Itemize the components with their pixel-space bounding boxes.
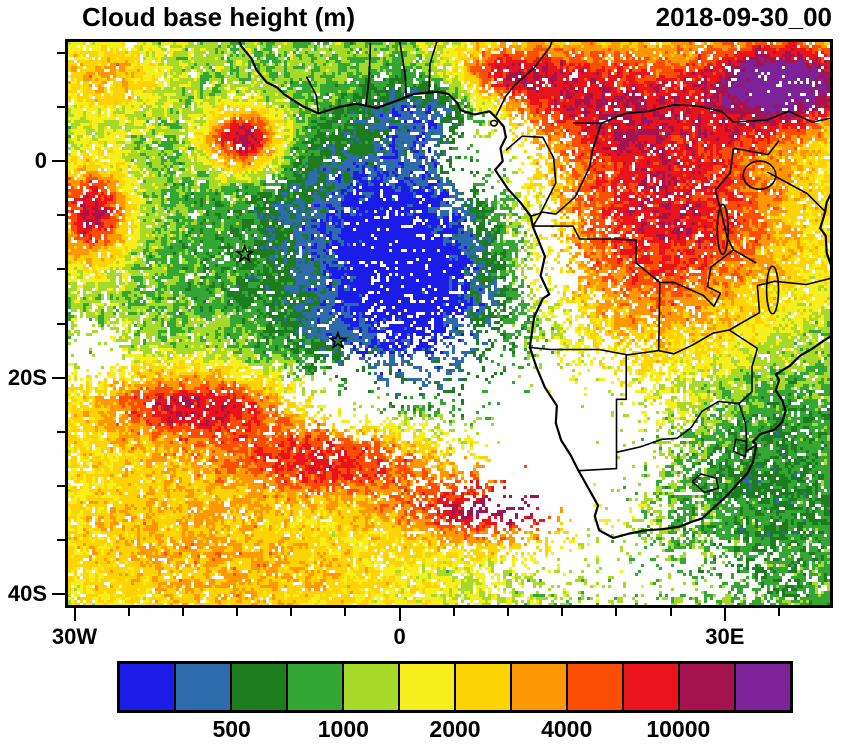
border-path-6 <box>738 403 757 453</box>
border-path-24 <box>732 438 748 458</box>
y-major-tick <box>52 376 65 379</box>
colorbar-box-1 <box>176 664 232 710</box>
border-path-20 <box>532 122 603 227</box>
y-minor-tick <box>57 484 65 487</box>
cloud-field-canvas <box>68 42 830 605</box>
x-minor-tick <box>507 608 510 616</box>
x-minor-tick <box>669 608 672 616</box>
coastline-east-path <box>819 193 830 266</box>
y-minor-tick <box>57 51 65 54</box>
colorbar-box-10 <box>680 664 736 710</box>
date-label: 2018-09-30_00 <box>655 2 832 32</box>
x-tick-label: 30W <box>51 624 98 649</box>
border-path-14 <box>495 42 553 116</box>
border-path-19 <box>505 135 557 218</box>
colorbar-box-6 <box>456 664 512 710</box>
colorbar-box-0 <box>120 664 176 710</box>
plot-frame <box>65 39 833 608</box>
border-path-2 <box>528 346 659 356</box>
x-minor-tick <box>561 608 564 616</box>
x-minor-tick <box>778 608 781 616</box>
lake-outline-0 <box>742 160 777 191</box>
lake-outline-1 <box>716 203 729 256</box>
y-tick-label: 0 <box>34 148 47 174</box>
y-major-tick <box>52 160 65 163</box>
x-tick-label: 0 <box>393 624 406 649</box>
colorbar-label: 10000 <box>646 716 711 742</box>
border-path-7 <box>738 348 759 405</box>
lake-outline-2 <box>765 265 780 315</box>
y-major-tick <box>52 593 65 596</box>
star-marker-0 <box>234 243 255 263</box>
x-major-tick <box>398 608 401 621</box>
border-path-1 <box>657 282 661 351</box>
colorbar-box-2 <box>232 664 288 710</box>
lake-outline-3 <box>489 119 499 127</box>
border-path-9 <box>728 277 830 331</box>
border-path-10 <box>659 249 734 307</box>
x-major-tick <box>73 608 76 621</box>
y-minor-tick <box>57 214 65 217</box>
border-path-16 <box>399 42 407 98</box>
y-tick-label: 20S <box>7 364 47 390</box>
x-minor-tick <box>236 608 239 616</box>
colorbar-box-8 <box>568 664 624 710</box>
colorbar-box-11 <box>736 664 790 710</box>
border-path-22 <box>766 171 826 212</box>
x-minor-tick <box>290 608 293 616</box>
colorbar-label: 4000 <box>541 716 593 742</box>
x-minor-tick <box>344 608 347 616</box>
colorbar-label: 1000 <box>317 716 369 742</box>
colorbar-box-3 <box>288 664 344 710</box>
colorbar-box-9 <box>624 664 680 710</box>
x-minor-tick <box>181 608 184 616</box>
coastline-path <box>238 42 830 539</box>
border-path-0 <box>533 225 661 284</box>
colorbar-label: 500 <box>212 716 251 742</box>
colorbar-label: 2000 <box>429 716 481 742</box>
x-major-tick <box>723 608 726 621</box>
star-marker-1 <box>327 330 348 350</box>
y-minor-tick <box>57 430 65 433</box>
x-minor-tick <box>615 608 618 616</box>
colorbar-box-4 <box>344 664 400 710</box>
x-tick-label: 30E <box>705 624 745 649</box>
x-minor-tick <box>127 608 130 616</box>
map-overlay <box>234 42 830 539</box>
border-path-17 <box>365 43 372 106</box>
border-path-11 <box>733 249 757 264</box>
colorbar-box-5 <box>400 664 456 710</box>
border-path-21 <box>733 140 780 156</box>
y-minor-tick <box>57 539 65 542</box>
colorbar-box-7 <box>512 664 568 710</box>
y-tick-label: 40S <box>7 581 47 607</box>
y-minor-tick <box>57 322 65 325</box>
border-path-5 <box>616 400 740 454</box>
border-path-23 <box>691 473 720 494</box>
border-path-18 <box>305 76 320 114</box>
x-minor-tick <box>452 608 455 616</box>
border-path-13 <box>573 104 830 124</box>
colorbar <box>117 661 793 713</box>
border-path-15 <box>428 42 438 93</box>
y-minor-tick <box>57 268 65 271</box>
y-minor-tick <box>57 105 65 108</box>
border-path-4 <box>578 354 627 472</box>
border-path-8 <box>728 329 758 350</box>
border-path-3 <box>658 329 730 355</box>
chart-title: Cloud base height (m) <box>82 2 355 32</box>
